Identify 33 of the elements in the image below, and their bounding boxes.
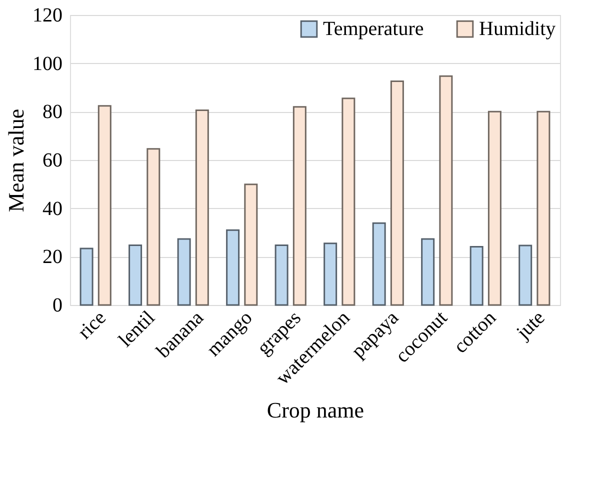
y-tick-label: 120	[32, 4, 62, 26]
bar	[342, 98, 356, 306]
bar	[324, 242, 338, 306]
bar	[421, 238, 435, 306]
bar	[98, 105, 112, 306]
bar	[177, 238, 191, 306]
y-tick-label: 60	[42, 150, 62, 172]
bar	[146, 148, 160, 306]
bar	[439, 75, 453, 306]
bar	[226, 229, 240, 306]
bar	[128, 244, 142, 306]
y-tick-label: 80	[42, 101, 62, 124]
x-tick-label: jute	[512, 306, 550, 344]
x-tick-label: rice	[74, 306, 111, 344]
y-tick-label: 0	[52, 294, 62, 316]
bar	[518, 244, 532, 306]
bar	[372, 222, 386, 306]
legend-label: Humidity	[479, 18, 556, 40]
y-tick-label: 40	[42, 198, 62, 220]
bar	[536, 110, 550, 306]
bar	[244, 184, 258, 306]
legend-label: Temperature	[323, 18, 424, 40]
x-axis-title: Crop name	[266, 397, 364, 422]
y-tick-label: 100	[32, 52, 62, 75]
y-axis-title: Mean value	[4, 108, 28, 212]
bar	[390, 80, 404, 306]
y-tick-label: 20	[42, 246, 62, 268]
bar	[470, 246, 484, 306]
bar	[195, 109, 209, 306]
bar	[274, 244, 288, 306]
bar	[488, 110, 502, 306]
bar	[80, 248, 94, 306]
bar	[292, 106, 306, 306]
